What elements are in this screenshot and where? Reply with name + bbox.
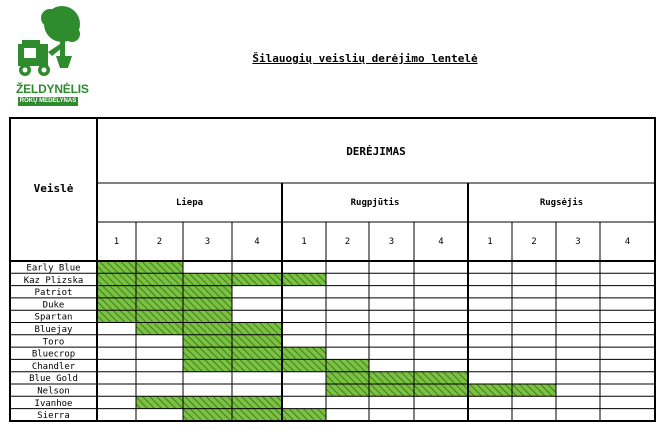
logo-name: ŽELDYNĖLIS [16, 82, 89, 96]
table-border [9, 117, 656, 422]
fruiting-week-cell [282, 408, 326, 421]
week-number: 4 [254, 237, 259, 247]
fruiting-week-cell [183, 310, 232, 323]
variety-name: Blue Gold [29, 374, 78, 384]
variety-name: Spartan [35, 313, 73, 323]
fruiting-week-cell [183, 408, 232, 421]
fruiting-week-cell [183, 273, 232, 286]
fruiting-week-cell [183, 322, 232, 335]
fruiting-week-cell [326, 384, 369, 397]
variety-name: Bluejay [35, 325, 74, 335]
fruiting-week-cell [183, 334, 232, 348]
fruiting-week-cell [97, 297, 136, 311]
fruiting-week-cell [232, 334, 282, 348]
fruiting-week-cell [326, 371, 369, 384]
week-number: 4 [625, 237, 630, 247]
fruiting-week-cell [136, 310, 183, 323]
fruiting-week-cell [232, 359, 282, 372]
fruiting-week-cell [326, 359, 369, 372]
week-number: 3 [205, 237, 210, 247]
fruiting-week-cell [282, 359, 326, 372]
fruiting-week-cell [97, 273, 136, 286]
fruiting-week-cell [183, 347, 232, 360]
fruiting-week-cell [183, 285, 232, 298]
variety-name: Duke [43, 300, 65, 310]
fruiting-week-cell [232, 322, 282, 335]
fruiting-week-cell [232, 347, 282, 360]
variety-name: Ivanhoe [35, 399, 73, 409]
fruiting-week-cell [232, 396, 282, 409]
fruiting-week-cell [136, 285, 183, 298]
week-number: 2 [531, 237, 536, 247]
variety-name: Early Blue [26, 264, 80, 274]
month-header: Rugpjūtis [351, 197, 400, 208]
logo-subtitle: ROKŲ MEDELYNAS [18, 97, 78, 106]
variety-name: Kaz Plizska [24, 276, 84, 286]
variety-name: Patriot [35, 288, 73, 298]
page-title: Šilauogių veislių derėjimo lentelė [252, 52, 478, 65]
week-number: 4 [438, 237, 443, 247]
week-number: 1 [114, 237, 119, 247]
fruiting-week-cell [282, 347, 326, 360]
variety-name: Nelson [37, 387, 70, 397]
week-number: 3 [575, 237, 580, 247]
variety-name: Chandler [32, 362, 76, 372]
week-number: 3 [389, 237, 394, 247]
fruiting-week-cell [136, 261, 183, 274]
fruiting-week-cell [183, 359, 232, 372]
fruiting-week-cell [232, 408, 282, 421]
tree-machine-icon [18, 6, 80, 76]
variety-name: Bluecrop [32, 350, 75, 360]
week-number: 1 [487, 237, 492, 247]
fruiting-week-cell [414, 371, 468, 384]
fruiting-week-cell [369, 384, 414, 397]
fruiting-week-cell [136, 273, 183, 286]
logo: ŽELDYNĖLIS ROKŲ MEDELYNAS [16, 4, 89, 108]
fruiting-week-cell [512, 384, 556, 397]
fruiting-week-cell [282, 273, 326, 286]
fruiting-week-cell [97, 261, 136, 274]
variety-header: Veislė [34, 182, 74, 195]
fruiting-week-cell [97, 310, 136, 323]
fruiting-week-cell [97, 285, 136, 298]
week-number: 2 [345, 237, 350, 247]
month-header: Liepa [176, 197, 203, 208]
fruiting-week-cell [414, 384, 468, 397]
fruiting-header: DERĖJIMAS [346, 144, 406, 158]
fruiting-week-cell [183, 396, 232, 409]
variety-name: Sierra [37, 411, 70, 421]
week-number: 1 [301, 237, 306, 247]
fruiting-week-cell [183, 297, 232, 311]
fruiting-week-cell [369, 371, 414, 384]
fruiting-week-cell [232, 273, 282, 286]
fruiting-week-cell [136, 322, 183, 335]
fruiting-week-cell [468, 384, 512, 397]
week-number: 2 [157, 237, 162, 247]
fruiting-week-cell [136, 396, 183, 409]
month-header: Rugsėjis [540, 197, 583, 208]
fruiting-week-cell [136, 297, 183, 311]
variety-name: Toro [43, 337, 65, 347]
